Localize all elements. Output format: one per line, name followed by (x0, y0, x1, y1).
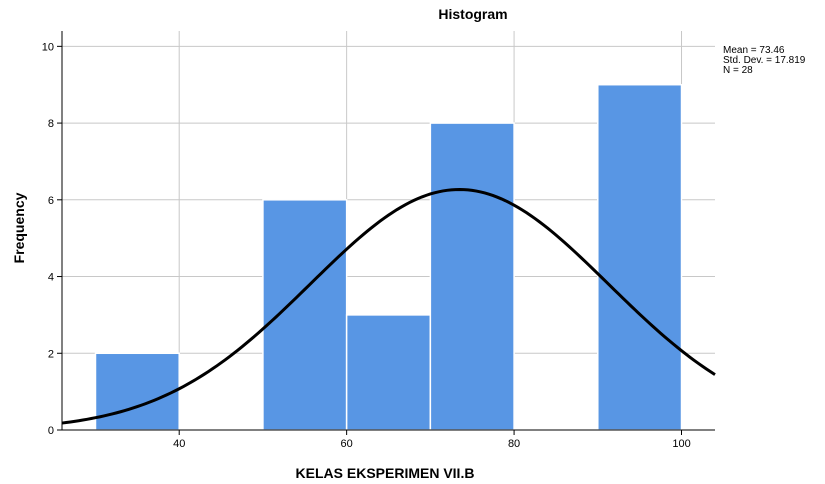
y-tick-label-2: 2 (48, 348, 54, 360)
statistics-box: Mean = 73.46 Std. Dev. = 17.819 N = 28 (723, 46, 805, 76)
y-tick-label-8: 8 (48, 118, 54, 130)
bar-60-70 (345, 314, 432, 431)
x-tick-label-100: 100 (672, 438, 690, 450)
x-tick-label-80: 80 (508, 438, 520, 450)
x-tick-label-60: 60 (341, 438, 353, 450)
bar-30-40 (94, 352, 180, 431)
x-tick-labels: 40 60 80 100 (173, 430, 691, 450)
x-tick-label-40: 40 (173, 438, 185, 450)
histogram-bars (94, 83, 683, 431)
std-dev-stat: Std. Dev. = 17.819 (723, 55, 806, 66)
y-tick-label-6: 6 (48, 195, 54, 207)
axes (61, 31, 715, 431)
bar-70-80 (429, 122, 515, 431)
y-tick-label-4: 4 (48, 272, 54, 284)
bar-50-60 (262, 199, 348, 431)
chart-title: Histogram (438, 6, 507, 22)
bar-90-100 (597, 83, 683, 431)
y-tick-label-10: 10 (42, 41, 54, 53)
y-tick-label-0: 0 (48, 425, 54, 437)
x-axis-label: KELAS EKSPERIMEN VII.B (296, 465, 475, 481)
normal-curve (61, 187, 716, 425)
y-axis-label: Frequency (11, 192, 27, 263)
mean-stat: Mean = 73.46 (723, 45, 785, 56)
y-tick-labels: 0 2 4 6 8 10 (42, 41, 62, 437)
n-stat: N = 28 (723, 65, 753, 76)
